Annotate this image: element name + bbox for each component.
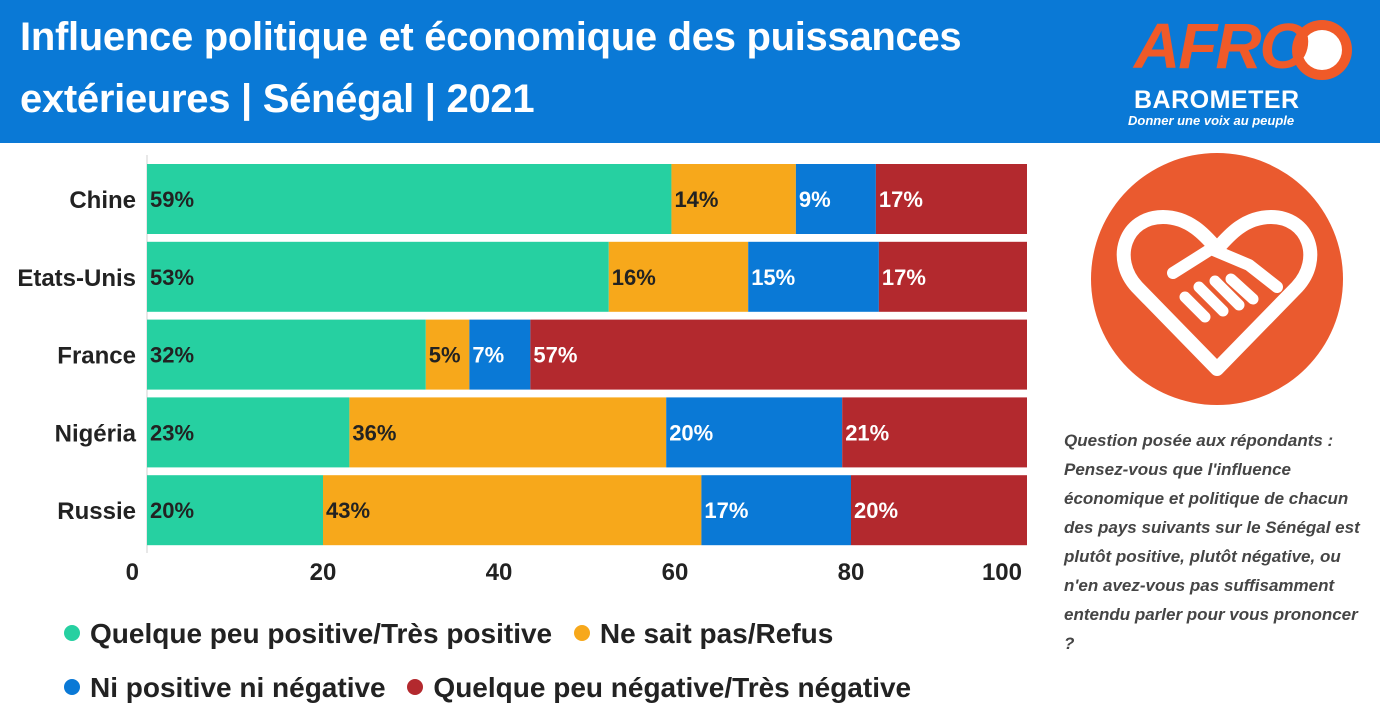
- legend-item-neutral: Ni positive ni négative: [64, 668, 386, 708]
- bar-nigeria-0: [147, 397, 350, 468]
- bar-france-2: [469, 319, 531, 390]
- bar-chine-3: [875, 164, 1027, 234]
- data-label-russie-0: 20%: [150, 498, 194, 523]
- category-label-chine: Chine: [69, 187, 136, 214]
- data-label-france-1: 5%: [429, 343, 461, 368]
- bar-nigeria-1: [349, 397, 667, 468]
- data-label-france-2: 7%: [472, 343, 504, 368]
- bar-chine-0: [147, 164, 672, 234]
- data-label-chine-1: 14%: [674, 187, 718, 212]
- bar-france-1: [425, 319, 470, 390]
- x-tick-label-60: 60: [662, 559, 689, 586]
- data-label-etats-unis-2: 15%: [751, 265, 795, 290]
- data-label-france-3: 57%: [533, 343, 577, 368]
- legend-dot-neutral: [64, 678, 80, 695]
- legend-dot-positive: [64, 624, 80, 641]
- bar-etats-unis-3: [878, 241, 1027, 312]
- data-label-chine-0: 59%: [150, 187, 194, 212]
- legend-dot-dont-know: [573, 624, 590, 641]
- data-label-russie-2: 17%: [704, 498, 748, 523]
- legend-label-positive: Quelque peu positive/Très positive: [90, 618, 553, 649]
- x-tick-label-0: 0: [126, 559, 139, 586]
- data-label-russie-3: 20%: [854, 498, 898, 523]
- data-label-etats-unis-3: 17%: [882, 265, 926, 290]
- bar-chine-2: [795, 164, 876, 234]
- legend-label-dont-know: Ne sait pas/Refus: [599, 618, 834, 649]
- bar-france-3: [530, 319, 1027, 390]
- data-label-france-0: 32%: [150, 343, 194, 368]
- bar-nigeria-3: [842, 397, 1027, 468]
- x-tick-label-40: 40: [486, 559, 513, 586]
- category-label-france: France: [57, 343, 136, 370]
- x-tick-label-80: 80: [838, 559, 865, 586]
- category-label-etats-unis: Etats-Unis: [17, 265, 136, 292]
- legend-item-negative: Quelque peu négative/Très négative: [407, 668, 911, 708]
- x-tick-label-100: 100: [982, 559, 1022, 586]
- legend-dot-negative: [407, 678, 424, 695]
- legend-item-positive: Quelque peu positive/Très positive: [64, 614, 552, 654]
- bar-chine-1: [671, 164, 796, 234]
- category-label-russie: Russie: [57, 498, 136, 525]
- bar-france-0: [147, 319, 426, 390]
- bar-russie-2: [701, 475, 851, 546]
- bar-nigeria-2: [666, 397, 843, 468]
- legend-item-dont-know: Ne sait pas/Refus: [573, 614, 834, 654]
- logo-sub-text: BAROMETER: [1134, 86, 1300, 114]
- data-label-etats-unis-1: 16%: [612, 265, 656, 290]
- category-label-nigeria: Nigéria: [55, 420, 137, 447]
- data-label-nigeria-2: 20%: [669, 420, 713, 445]
- bar-russie-1: [323, 475, 702, 546]
- data-label-nigeria-3: 21%: [845, 420, 889, 445]
- chart-title: Influence politique et économique des pu…: [20, 15, 962, 121]
- data-label-chine-2: 9%: [799, 187, 831, 212]
- handshake-heart-icon: [1091, 153, 1343, 405]
- afrobarometer-logo: AFRO BAROMETER Donner une voix au peuple: [1124, 10, 1360, 132]
- x-tick-label-20: 20: [310, 559, 337, 586]
- globe-icon: [1292, 20, 1352, 80]
- bar-etats-unis-2: [748, 241, 879, 312]
- stacked-bar-chart: 59% 14% 9% 17% Chine 53% 16% 15% 17% Etats-Unis 32…: [17, 155, 1027, 586]
- data-label-etats-unis-0: 53%: [150, 265, 194, 290]
- legend-label-neutral: Ni positive ni négative: [90, 672, 386, 703]
- data-label-nigeria-1: 36%: [352, 420, 396, 445]
- header-bar: Influence politique et économique des pu…: [0, 0, 1380, 143]
- logo-tagline: Donner une voix au peuple: [1128, 113, 1295, 128]
- bar-etats-unis-1: [608, 241, 749, 312]
- survey-question: Question posée aux répondants : Pensez-v…: [1064, 431, 1360, 653]
- data-label-nigeria-0: 23%: [150, 420, 194, 445]
- data-label-russie-1: 43%: [326, 498, 370, 523]
- logo-main-text: AFRO: [1134, 10, 1309, 82]
- legend-label-negative: Quelque peu négative/Très négative: [433, 672, 912, 703]
- data-label-chine-3: 17%: [879, 187, 923, 212]
- bar-russie-3: [851, 475, 1027, 546]
- bar-etats-unis-0: [147, 241, 609, 312]
- bar-russie-0: [147, 475, 323, 546]
